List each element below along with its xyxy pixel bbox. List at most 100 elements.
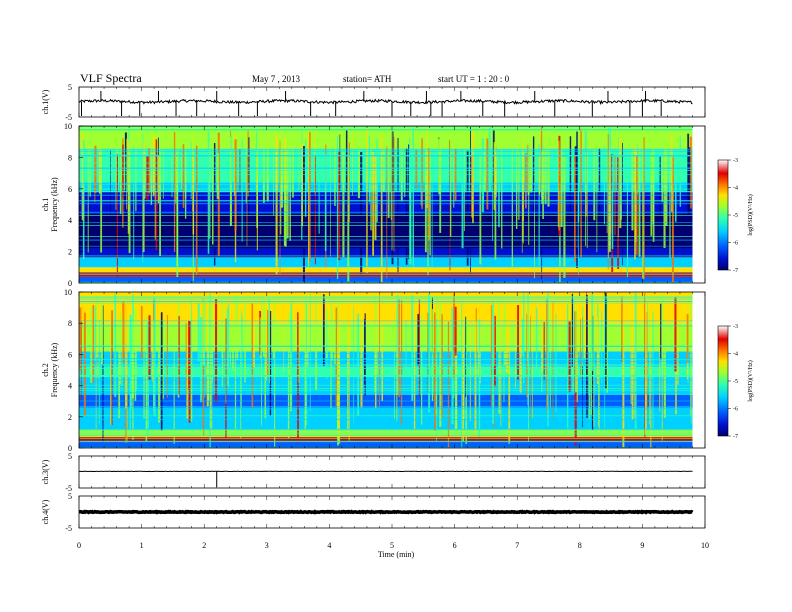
spec2-streak <box>211 299 213 382</box>
spec2-streak <box>186 294 189 419</box>
spec1-streak <box>542 128 544 220</box>
spec2-streak <box>661 293 664 368</box>
spec1-colorbar-tick-label: -5 <box>733 213 738 219</box>
spec1-streak <box>247 130 249 197</box>
spec2-streak <box>478 319 481 437</box>
spec1-streak <box>463 133 465 232</box>
spec2-streak <box>269 310 272 416</box>
spec1-streak <box>162 129 164 199</box>
spec1-streak <box>387 145 390 219</box>
spec1-streak <box>182 144 185 208</box>
x-tick-label: 10 <box>701 541 709 550</box>
spec1-streak <box>142 134 144 263</box>
spec1-streak <box>216 152 219 199</box>
spec2-colorbar-tick-label: -7 <box>733 434 738 440</box>
spec2-streak <box>376 305 378 374</box>
spec2-streak <box>677 297 679 385</box>
spec2-streak <box>596 317 598 385</box>
ch1-colorbar: log(PSD)(V²/Hz) -3 -4 -5 -6 -7 <box>717 158 754 274</box>
spec1-streak <box>486 138 489 210</box>
spec2-streak <box>215 299 218 403</box>
spec1-streak <box>336 136 339 279</box>
spec2-streak <box>274 298 276 447</box>
spec2-streak <box>421 313 423 425</box>
spec2-band <box>79 441 693 448</box>
spec2-streak <box>465 316 467 444</box>
spec1-streak <box>663 140 666 248</box>
spec1-streak <box>308 131 311 261</box>
spec1-streak <box>289 145 291 241</box>
spec1-streak <box>262 137 265 203</box>
ch4-y-axis-label: ch.4(V) <box>41 499 50 524</box>
spec1-streak <box>688 147 691 239</box>
spec2-band <box>79 407 693 430</box>
spec1-streak <box>679 136 681 207</box>
spec1-streak <box>511 136 513 271</box>
ch1-spectrogram-panel: ch.1Frequency (kHz) 10 8 6 4 2 0 <box>41 122 706 288</box>
ch2-spectrogram-panel: ch.2Frequency (kHz) 10 8 6 4 2 0 <box>41 288 706 453</box>
figure-title: VLF Spectra <box>80 71 142 85</box>
spec2-streak <box>173 320 175 444</box>
spec1-streak <box>119 127 122 214</box>
spec2-streak <box>94 306 97 361</box>
spec2-streak <box>166 315 168 398</box>
spec2-streak <box>492 302 495 424</box>
spec2-streak <box>494 315 496 387</box>
spec1-streak <box>631 131 634 231</box>
spec1-streak <box>175 153 177 204</box>
spec2-ytick-label: 2 <box>68 413 72 422</box>
spec2-streak <box>298 303 300 384</box>
spec1-streak <box>318 150 320 234</box>
spec1-streak <box>495 155 497 198</box>
spec1-streak <box>412 127 414 268</box>
spec2-streak <box>79 307 82 370</box>
spec2-streak <box>580 319 581 380</box>
spec1-streak <box>116 154 119 278</box>
spec2-streak <box>309 293 311 411</box>
spec1-streak <box>241 139 243 242</box>
spec1-streak <box>94 154 96 203</box>
ch3-waveform-panel: ch.3(V) 5 -5 <box>41 452 706 493</box>
spec1-streak <box>534 142 535 279</box>
spec1-streak <box>538 144 540 266</box>
spec1-streak <box>558 140 560 231</box>
spec1-band <box>79 126 693 150</box>
spec1-streak <box>390 140 392 220</box>
spec1-streak <box>126 138 128 210</box>
spec2-streak <box>264 308 267 419</box>
spec2-streak <box>151 308 153 382</box>
ch4-waveform-panel: ch.4(V) 5 -5 <box>41 492 706 533</box>
spec2-ytick-label: 10 <box>64 288 72 297</box>
spec1-streak <box>563 157 566 278</box>
spec2-streak <box>188 321 191 423</box>
spec2-streak <box>160 312 163 431</box>
spec1-streak <box>528 134 530 245</box>
spec2-streak <box>262 300 265 357</box>
spec2-streak <box>474 320 477 436</box>
spec2-streak <box>322 294 325 367</box>
spec2-streak <box>599 300 600 436</box>
spec2-streak <box>374 293 376 393</box>
spec2-streak <box>188 320 190 391</box>
spec1-streak <box>669 139 671 259</box>
spec2-streak <box>434 312 436 431</box>
spec2-colorbar-tick-label: -3 <box>733 324 738 330</box>
spec2-streak <box>396 294 399 395</box>
spec2-streak <box>326 322 328 380</box>
spec2-ytick-label: 0 <box>68 444 72 453</box>
spec2-streak <box>650 293 652 448</box>
spec1-streak <box>391 131 394 265</box>
spec2-streak <box>631 315 634 420</box>
spec2-streak <box>572 292 574 395</box>
spec2-streak <box>674 296 677 372</box>
spec2-streak <box>229 322 232 367</box>
spec2-streak <box>207 308 210 401</box>
spec2-streak <box>121 314 123 386</box>
spec2-streak <box>145 316 148 442</box>
spec2-streak <box>315 300 318 390</box>
spec1-streak <box>94 145 97 193</box>
spec2-colorbar-tick-label: -5 <box>733 379 738 385</box>
spec1-streak <box>479 155 482 265</box>
spec1-colorbar-tick-label: -7 <box>733 268 738 274</box>
spec2-streak <box>555 313 557 412</box>
